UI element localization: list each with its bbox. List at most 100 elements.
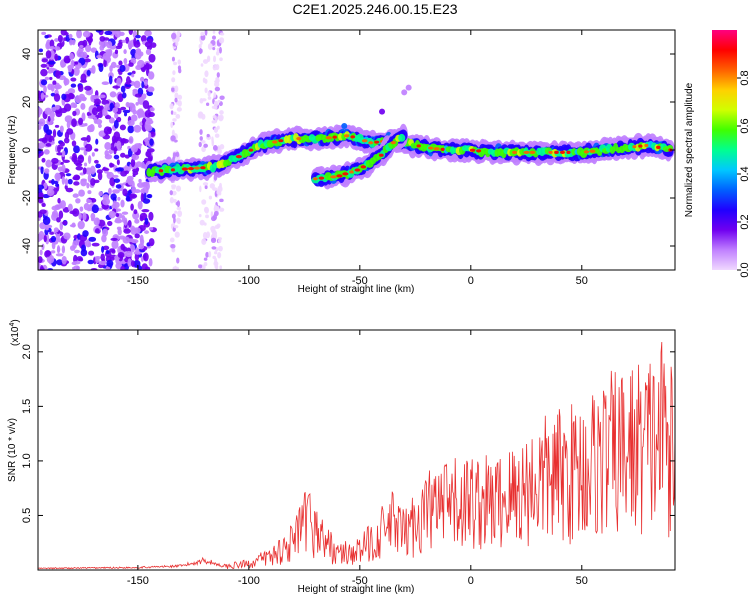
striation-speck: [199, 129, 203, 135]
striation-speck: [203, 257, 208, 261]
colorbar-tick-label: 0.2: [739, 214, 750, 229]
spectrogram-x-tick-label: 50: [576, 275, 588, 287]
noise-speck: [81, 244, 86, 252]
noise-speck: [125, 196, 131, 202]
striation-speck: [169, 103, 174, 110]
noise-speck: [138, 142, 142, 151]
noise-speck: [127, 125, 135, 134]
noise-speck: [77, 220, 85, 230]
noise-speck: [96, 54, 103, 59]
noise-speck: [149, 138, 154, 146]
striation-speck: [204, 87, 208, 94]
striation-speck: [212, 64, 218, 71]
noise-speck: [148, 157, 153, 161]
noise-speck: [141, 209, 150, 213]
striation-speck: [216, 125, 220, 130]
striation-speck: [211, 105, 217, 109]
secondary-trace-peak: [330, 175, 337, 179]
striation-speck: [202, 77, 206, 83]
noise-speck: [144, 30, 152, 37]
striation-speck: [174, 231, 180, 238]
noise-speck: [38, 256, 43, 264]
striation-speck: [214, 101, 218, 105]
noise-speck: [85, 44, 92, 53]
noise-speck: [70, 102, 77, 108]
noise-speck: [105, 50, 112, 58]
noise-speck: [80, 103, 86, 110]
striation-speck: [200, 63, 204, 67]
striation-speck: [175, 114, 181, 119]
striation-speck: [174, 85, 179, 93]
noise-speck: [120, 265, 126, 270]
secondary-trace-peak: [336, 174, 343, 178]
noise-speck: [38, 48, 43, 53]
main-trace-peak: [350, 135, 356, 139]
noise-speck: [59, 221, 64, 231]
striation-speck: [177, 210, 183, 218]
snr-y-ticks: 0.5 1.0 1.5 2.0: [21, 344, 675, 523]
noise-speck: [141, 93, 147, 100]
striation-speck: [171, 87, 175, 92]
main-trace-peak: [644, 143, 649, 148]
noise-speck: [134, 227, 141, 234]
noise-speck: [134, 218, 140, 224]
noise-speck: [61, 150, 66, 157]
noise-speck: [121, 211, 129, 215]
striation-speck: [171, 248, 175, 253]
striation-speck: [174, 92, 179, 100]
noise-speck: [55, 70, 61, 79]
main-trace-peak: [559, 150, 566, 154]
noise-speck: [132, 88, 138, 93]
noise-speck: [109, 248, 116, 253]
snr-y-tick-label: 1.5: [21, 399, 33, 414]
noise-speck: [49, 76, 53, 81]
striation-speck: [219, 198, 224, 203]
noise-speck: [102, 197, 111, 206]
noise-speck: [94, 255, 101, 260]
striation-speck: [207, 90, 211, 97]
striation-speck: [173, 61, 178, 66]
noise-speck: [56, 217, 61, 223]
noise-speck: [64, 178, 69, 186]
noise-speck: [123, 58, 128, 65]
main-trace-peak: [170, 168, 175, 172]
main-trace-peak: [374, 140, 380, 144]
noise-speck: [58, 210, 64, 219]
striation-speck: [217, 238, 222, 244]
main-trace-peak: [296, 137, 302, 141]
noise-speck: [44, 34, 49, 39]
striation-speck: [206, 133, 210, 138]
noise-speck: [47, 60, 56, 65]
striation-speck: [207, 43, 213, 50]
noise-speck: [95, 163, 101, 169]
noise-speck: [123, 112, 128, 117]
noise-speck: [135, 48, 142, 55]
striation-speck: [217, 148, 222, 155]
noise-speck: [116, 208, 121, 212]
noise-speck: [39, 249, 43, 256]
noise-speck: [51, 205, 59, 211]
noise-speck: [69, 224, 76, 228]
noise-speck: [84, 143, 93, 152]
striation-speck: [198, 44, 202, 49]
noise-speck: [59, 125, 64, 133]
main-trace-peak: [235, 155, 242, 159]
noise-speck: [38, 138, 47, 142]
noise-speck: [44, 168, 50, 174]
noise-speck: [128, 62, 134, 67]
main-trace-peak: [475, 149, 482, 153]
noise-speck: [71, 140, 77, 147]
noise-speck: [90, 212, 96, 220]
striation-speck: [199, 136, 203, 141]
noise-speck: [91, 204, 99, 214]
striation-speck: [200, 140, 206, 144]
noise-speck: [112, 85, 121, 89]
noise-speck: [67, 88, 76, 95]
noise-speck: [137, 59, 145, 68]
noise-speck: [74, 95, 83, 104]
spectrogram-x-label: Height of straight line (km): [298, 284, 415, 295]
noise-speck: [53, 227, 59, 233]
main-trace-peak: [361, 139, 368, 143]
main-trace-peak: [566, 150, 571, 154]
noise-speck: [86, 134, 91, 143]
